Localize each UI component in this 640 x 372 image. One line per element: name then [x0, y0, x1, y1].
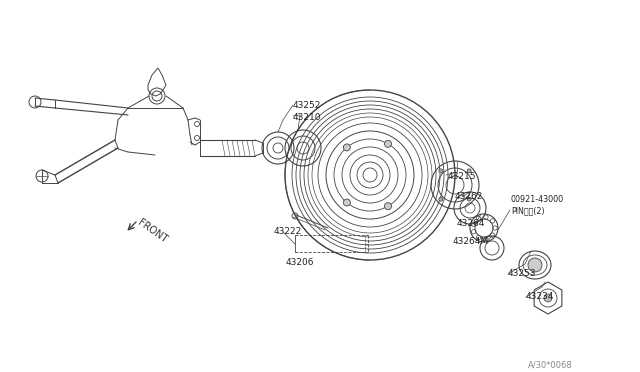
Text: 43210: 43210: [293, 113, 321, 122]
Circle shape: [544, 294, 552, 302]
Circle shape: [467, 197, 471, 201]
Text: 43206: 43206: [286, 258, 314, 267]
Text: 43253: 43253: [508, 269, 536, 278]
Circle shape: [528, 258, 542, 272]
Text: 43262: 43262: [455, 192, 483, 201]
Circle shape: [343, 144, 350, 151]
Circle shape: [343, 199, 350, 206]
Text: 43215: 43215: [448, 172, 477, 181]
Text: 43252: 43252: [293, 101, 321, 110]
Text: 43234: 43234: [526, 292, 554, 301]
Text: PINピン(2): PINピン(2): [511, 206, 545, 215]
Circle shape: [467, 169, 471, 173]
Text: FRONT: FRONT: [136, 217, 170, 244]
Text: 43264M: 43264M: [453, 237, 489, 246]
Text: 43264: 43264: [457, 219, 485, 228]
Circle shape: [439, 197, 443, 201]
Text: A/30*0068: A/30*0068: [528, 360, 573, 369]
Circle shape: [439, 169, 443, 173]
Circle shape: [385, 140, 392, 147]
Circle shape: [385, 203, 392, 210]
Text: 43222: 43222: [274, 227, 302, 236]
Text: 00921-43000: 00921-43000: [511, 195, 564, 204]
